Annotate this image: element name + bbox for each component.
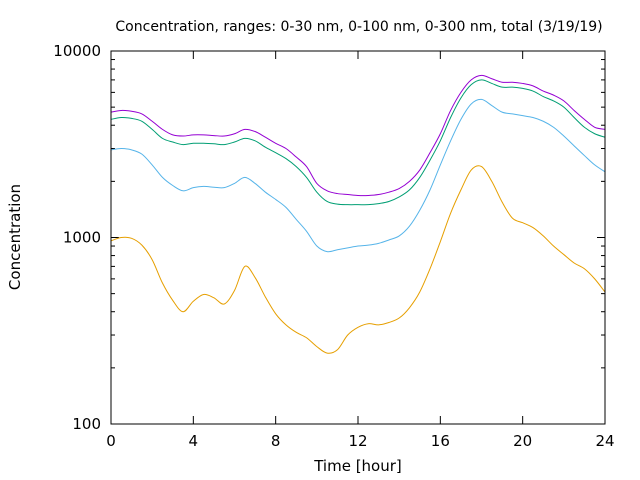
series-line-1 xyxy=(110,165,606,354)
y-tick-label: 1000 xyxy=(63,229,101,247)
x-tick-label: 0 xyxy=(106,432,116,450)
series-line-2 xyxy=(110,98,606,253)
tick-labels: 0 4 8 12 16 20 24 100 1000 10000 xyxy=(53,42,614,450)
y-tick-label: 10000 xyxy=(53,42,101,60)
x-tick-label: 24 xyxy=(595,432,614,450)
x-tick-label: 16 xyxy=(431,432,450,450)
x-tick-label: 8 xyxy=(271,432,281,450)
x-tick-label: 4 xyxy=(189,432,199,450)
chart-title: Concentration, ranges: 0-30 nm, 0-100 nm… xyxy=(115,19,602,35)
series-line-3 xyxy=(110,79,606,206)
y-tick-label: 100 xyxy=(72,415,101,433)
plot-frame xyxy=(110,50,606,425)
series-line-4 xyxy=(110,74,606,197)
x-tick-label: 12 xyxy=(348,432,367,450)
y-axis-label: Concentration xyxy=(6,184,24,290)
x-axis-label: Time [hour] xyxy=(313,457,402,475)
x-tick-label: 20 xyxy=(513,432,532,450)
series-layer xyxy=(110,74,606,354)
